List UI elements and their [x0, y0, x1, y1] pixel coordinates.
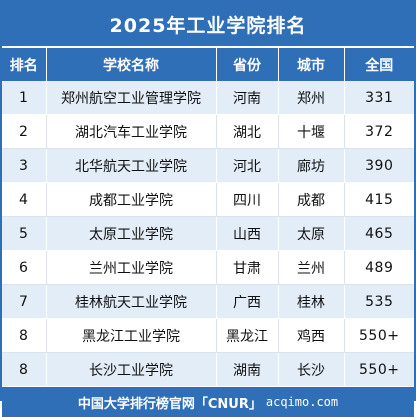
city-cell: 郑州 [278, 81, 345, 115]
school-cell: 太原工业学院 [46, 216, 217, 251]
table-row: 3 北华航天工业学院 河北 廊坊 390 [2, 148, 414, 183]
province-cell: 四川 [216, 182, 279, 217]
footer-brand: 中国大学排行榜官网「CNUR」 [77, 396, 262, 412]
column-header-province: 省份 [216, 48, 279, 81]
rank-cell: 8 [2, 318, 47, 353]
page-title: 2025年工业学院排名 [2, 2, 414, 48]
school-cell: 兰州工业学院 [46, 250, 217, 285]
national-rank-cell: 550+ [344, 352, 414, 387]
column-header-city: 城市 [278, 48, 345, 81]
table-row: 2 湖北汽车工业学院 湖北 十堰 372 [2, 114, 414, 149]
rank-cell: 7 [2, 284, 47, 319]
school-cell: 北华航天工业学院 [46, 148, 217, 183]
table-header-row: 排名 学校名称 省份 城市 全国 [2, 48, 414, 81]
column-header-national: 全国 [344, 48, 414, 81]
ranking-table: 排名 学校名称 省份 城市 全国 1 郑州航空工业管理学院 河南 郑州 331 … [2, 48, 414, 387]
school-cell: 桂林航天工业学院 [46, 284, 217, 319]
rank-cell: 4 [2, 182, 47, 217]
rank-cell: 3 [2, 148, 47, 183]
school-cell: 成都工业学院 [46, 182, 217, 217]
column-header-rank: 排名 [2, 48, 47, 81]
national-rank-cell: 535 [344, 284, 414, 319]
national-rank-cell: 415 [344, 182, 414, 217]
province-cell: 湖南 [216, 352, 279, 387]
province-cell: 湖北 [216, 114, 279, 149]
table-row: 4 成都工业学院 四川 成都 415 [2, 182, 414, 217]
city-cell: 十堰 [278, 114, 345, 149]
table-row: 7 桂林航天工业学院 广西 桂林 535 [2, 284, 414, 319]
city-cell: 廊坊 [278, 148, 345, 183]
province-cell: 黑龙江 [216, 318, 279, 353]
city-cell: 桂林 [278, 284, 345, 319]
footer-credit: 中国大学排行榜官网「CNUR」 acqimo.com [2, 387, 414, 417]
table-row: 8 黑龙江工业学院 黑龙江 鸡西 550+ [2, 318, 414, 353]
table-row: 6 兰州工业学院 甘肃 兰州 489 [2, 250, 414, 285]
national-rank-cell: 390 [344, 148, 414, 183]
table-row: 5 太原工业学院 山西 太原 465 [2, 216, 414, 251]
school-cell: 湖北汽车工业学院 [46, 114, 217, 149]
province-cell: 广西 [216, 284, 279, 319]
table-row: 1 郑州航空工业管理学院 河南 郑州 331 [2, 81, 414, 115]
city-cell: 太原 [278, 216, 345, 251]
table-row: 8 长沙工业学院 湖南 长沙 550+ [2, 352, 414, 387]
rank-cell: 1 [2, 81, 47, 115]
school-cell: 黑龙江工业学院 [46, 318, 217, 353]
school-cell: 郑州航空工业管理学院 [46, 81, 217, 115]
rank-cell: 2 [2, 114, 47, 149]
national-rank-cell: 550+ [344, 318, 414, 353]
province-cell: 甘肃 [216, 250, 279, 285]
school-cell: 长沙工业学院 [46, 352, 217, 387]
national-rank-cell: 489 [344, 250, 414, 285]
national-rank-cell: 465 [344, 216, 414, 251]
rank-cell: 5 [2, 216, 47, 251]
rank-cell: 6 [2, 250, 47, 285]
column-header-school: 学校名称 [46, 48, 217, 81]
city-cell: 成都 [278, 182, 345, 217]
footer-site-link[interactable]: acqimo.com [265, 395, 339, 409]
city-cell: 长沙 [278, 352, 345, 387]
national-rank-cell: 331 [344, 81, 414, 115]
province-cell: 河北 [216, 148, 279, 183]
city-cell: 兰州 [278, 250, 345, 285]
province-cell: 山西 [216, 216, 279, 251]
city-cell: 鸡西 [278, 318, 345, 353]
national-rank-cell: 372 [344, 114, 414, 149]
province-cell: 河南 [216, 81, 279, 115]
rank-cell: 8 [2, 352, 47, 387]
